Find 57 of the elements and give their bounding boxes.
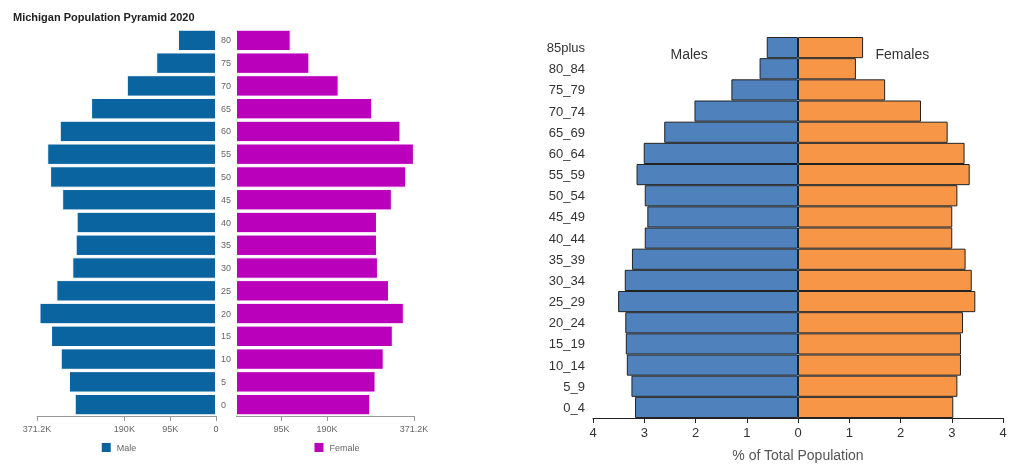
y-tick-label: 15_19 [548, 336, 585, 352]
legend-label: Male [116, 442, 137, 453]
x-tick-label: 4 [589, 425, 597, 440]
x-tick-label: 95K [273, 423, 290, 434]
y-tick-label: 80_84 [548, 61, 585, 77]
x-tick-label: 371.2K [22, 423, 52, 434]
y-tick-label: 35_39 [548, 251, 585, 267]
y-tick-label: 40_44 [548, 230, 585, 246]
y-tick-label: 85plus [546, 40, 586, 56]
y-tick-label: 25_29 [548, 294, 585, 310]
x-tick-label: 2 [691, 425, 700, 440]
y-tick-label: 50 [221, 171, 232, 182]
y-tick-label: 60_64 [548, 145, 585, 161]
y-tick-label: 25 [221, 285, 232, 296]
x-tick-label: 2 [896, 425, 905, 440]
x-tick-label: 4 [999, 425, 1007, 440]
y-tick-label: 80 [221, 35, 232, 46]
text: Males [670, 46, 708, 62]
y-tick-label: 30_34 [548, 272, 585, 288]
y-tick-label: 75_79 [548, 82, 585, 98]
y-tick-label: 30 [221, 263, 232, 274]
y-tick-label: 5_9 [563, 378, 585, 394]
y-tick-label: 0 [221, 399, 227, 410]
y-tick-label: 75 [221, 58, 232, 69]
y-tick-label: 15 [221, 331, 232, 342]
y-tick-label: 20_24 [548, 315, 585, 331]
y-tick-label: 35 [221, 240, 232, 251]
y-tick-label: 65_69 [548, 124, 585, 140]
y-tick-label: 55_59 [548, 167, 585, 183]
x-axis-title: % of Total Population [732, 447, 864, 463]
x-tick-label: 95K [162, 423, 179, 434]
y-tick-label: 10 [221, 354, 232, 365]
y-tick-label: 70_74 [548, 103, 585, 119]
y-tick-label: 20 [221, 308, 232, 319]
y-tick-label: 40 [221, 217, 232, 228]
y-tick-label: 50_54 [548, 188, 585, 204]
y-tick-label: 55 [221, 149, 232, 160]
y-tick-label: 10_14 [548, 357, 585, 373]
x-tick-label: 3 [948, 425, 956, 440]
y-tick-label: 5 [221, 376, 227, 387]
y-tick-label: 0_4 [563, 399, 585, 415]
y-tick-label: 65 [221, 103, 232, 114]
x-tick-label: 1 [845, 425, 853, 440]
chart-title: Michigan Population Pyramid 2020 [13, 10, 195, 23]
x-tick-label: 190K [113, 423, 135, 434]
x-tick-label: 0 [794, 425, 802, 440]
y-tick-label: 70 [221, 80, 232, 91]
y-tick-label: 45_49 [548, 209, 585, 225]
legend-label: Female [329, 442, 360, 453]
x-tick-label: 1 [743, 425, 751, 440]
series-label: Females [875, 46, 930, 62]
x-tick-label: 3 [640, 425, 648, 440]
y-tick-label: 45 [221, 194, 232, 205]
x-tick-label: 190K [316, 423, 338, 434]
x-tick-label: 371.2K [399, 423, 429, 434]
x-tick-label: 0 [213, 423, 219, 434]
y-tick-label: 60 [221, 126, 232, 137]
